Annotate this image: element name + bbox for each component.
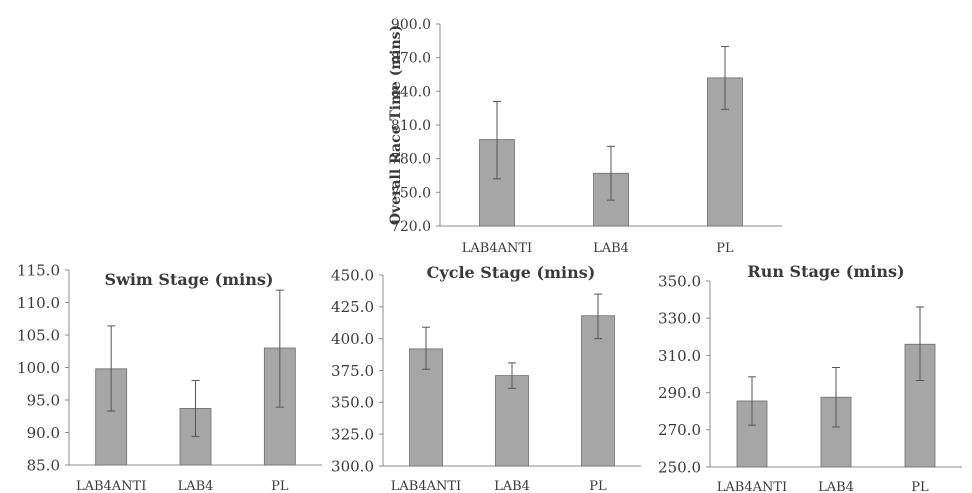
category-label: PL [271, 479, 289, 493]
category-label: LAB4 [178, 479, 214, 493]
chart-title: Swim Stage (mins) [105, 270, 274, 289]
y-tick-label: 300.0 [331, 457, 374, 475]
y-tick-label: 325.0 [331, 426, 374, 444]
category-label: LAB4 [593, 241, 629, 256]
category-label: PL [589, 479, 607, 493]
bar-lab4 [495, 375, 529, 467]
chart-title: Cycle Stage (mins) [427, 263, 596, 282]
bar-pl [581, 315, 615, 467]
y-tick-label: 110.0 [17, 294, 60, 312]
category-label: LAB4ANTI [462, 241, 532, 256]
chart-panel-3: 250.0 270.0 290.0 310.0 330.0 350.0 LAB4ANTI LA… [658, 262, 962, 493]
y-tick-label: 900.0 [391, 17, 431, 33]
chart-panel-2: 300.0 325.0 350.0 375.0 400.0 425.0 450.0 LAB4A… [331, 263, 641, 493]
y-tick-label: 95.0 [27, 391, 60, 409]
y-axis-label: Overall Race Time (mins) [388, 25, 404, 225]
y-tick-label: 400.0 [331, 330, 374, 348]
category-label: LAB4ANTI [76, 479, 146, 493]
y-tick-label: 870.0 [391, 51, 431, 67]
chart-panel-1: 85.0 90.0 95.0 100.0 105.0 110.0 115.0 LAB4ANTI… [17, 261, 322, 493]
category-label: PL [911, 480, 929, 493]
y-tick-label: 330.0 [658, 310, 701, 328]
y-tick-label: 350.0 [658, 272, 701, 290]
y-tick-label: 100.0 [17, 359, 60, 377]
y-tick-label: 840.0 [391, 84, 431, 100]
y-tick-label: 270.0 [658, 421, 701, 439]
category-label: LAB4 [494, 479, 530, 493]
y-tick-label: 105.0 [17, 326, 60, 344]
y-tick-label: 720.0 [391, 219, 431, 235]
y-tick-label: 310.0 [658, 347, 701, 365]
category-label: LAB4ANTI [717, 480, 787, 493]
category-label: LAB4ANTI [391, 479, 461, 493]
y-tick-label: 425.0 [331, 298, 374, 316]
chart-title: Run Stage (mins) [747, 262, 904, 281]
y-tick-label: 115.0 [17, 261, 60, 279]
y-tick-label: 290.0 [658, 384, 701, 402]
category-label: LAB4 [818, 480, 854, 493]
y-tick-label: 85.0 [27, 456, 60, 474]
y-tick-label: 750.0 [391, 185, 431, 201]
y-tick-label: 375.0 [331, 362, 374, 380]
y-tick-label: 780.0 [391, 152, 431, 168]
chart-panel-0: 720.0 750.0 780.0 810.0 840.0 870.0 900.0 LAB4A… [388, 17, 782, 256]
y-tick-label: 90.0 [27, 424, 60, 442]
category-label: PL [716, 241, 734, 256]
y-tick-label: 250.0 [658, 458, 701, 476]
y-tick-label: 810.0 [391, 118, 431, 134]
y-tick-label: 350.0 [331, 394, 374, 412]
y-tick-label: 450.0 [331, 266, 374, 284]
